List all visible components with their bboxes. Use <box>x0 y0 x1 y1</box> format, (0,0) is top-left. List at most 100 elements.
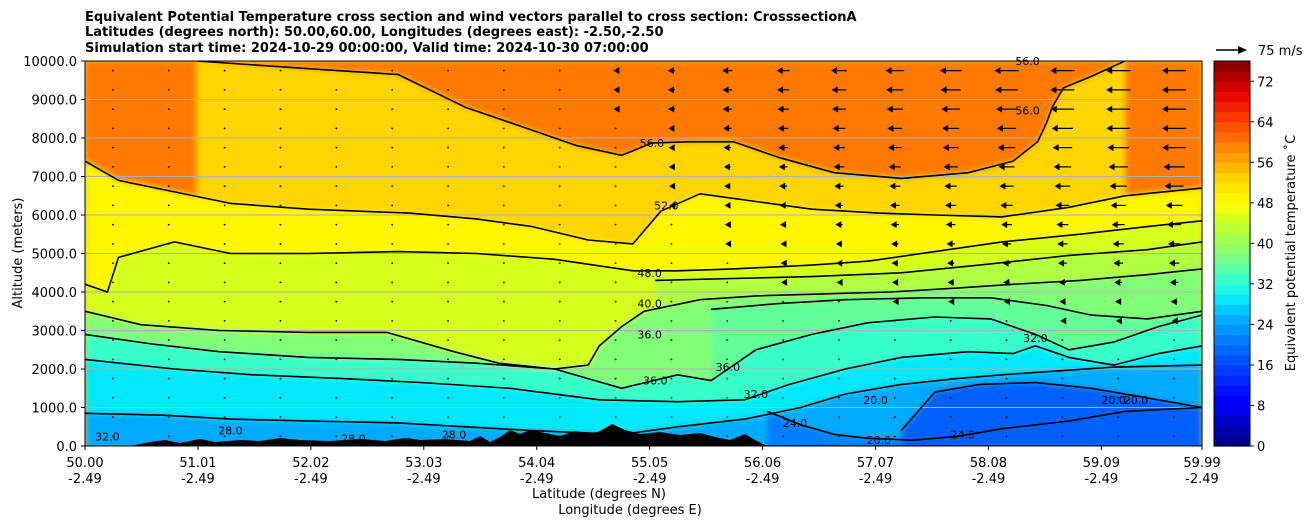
contour-label: 56.0 <box>640 137 665 150</box>
wind-arrow <box>667 67 676 75</box>
contour-label: 32.0 <box>95 430 120 443</box>
wind-arrow <box>945 221 956 229</box>
chart-title-line-2: Latitudes (degrees north): 50.00,60.00, … <box>85 25 664 40</box>
wind-arrow <box>391 242 394 245</box>
wind-arrow <box>1168 240 1181 248</box>
wind-arrow <box>223 435 226 438</box>
wind-arrow <box>223 396 226 399</box>
wind-arrow <box>1162 105 1187 113</box>
wind-arrow <box>835 240 843 248</box>
wind-arrow <box>223 108 226 111</box>
wind-arrow <box>1111 221 1125 229</box>
wind-arrow <box>885 67 905 75</box>
wind-arrow <box>836 278 843 286</box>
wind-arrow <box>670 223 673 226</box>
wind-arrow <box>1005 339 1008 342</box>
wind-arrow <box>949 358 952 361</box>
wind-arrow <box>670 262 673 265</box>
wind-arrow <box>279 339 282 342</box>
wind-arrow <box>335 416 338 419</box>
wind-arrow <box>558 165 561 168</box>
wind-arrow <box>1114 278 1123 286</box>
wind-arrow <box>668 105 675 113</box>
wind-arrow <box>614 185 617 188</box>
wind-arrow <box>782 416 785 419</box>
wind-arrow <box>447 435 449 438</box>
wind-arrow <box>726 358 729 361</box>
wind-arrow <box>1173 416 1175 419</box>
wind-arrow <box>335 377 338 380</box>
colorbar-band <box>1214 162 1250 174</box>
wind-arrow <box>939 67 962 75</box>
wind-arrow <box>1117 416 1120 419</box>
wind-arrow <box>782 377 785 380</box>
wind-arrow <box>447 377 449 380</box>
contour-label: 20.0 <box>863 394 888 407</box>
wind-arrow <box>782 319 785 322</box>
wind-arrow <box>949 435 952 438</box>
wind-arrow <box>1173 339 1175 342</box>
colorbar-band <box>1214 111 1250 123</box>
wind-arrow <box>941 105 960 113</box>
wind-arrow <box>112 281 114 284</box>
wind-arrow <box>502 435 505 438</box>
contour-label: 28.0 <box>341 432 366 445</box>
colorbar-band <box>1214 71 1250 82</box>
wind-arrow <box>1001 240 1012 248</box>
wind-arrow <box>614 435 617 438</box>
wind-arrow <box>995 86 1018 94</box>
contour-line <box>85 220 1202 293</box>
wind-arrow <box>726 281 729 284</box>
contour-label: 36.0 <box>716 361 741 374</box>
wind-arrow <box>167 69 170 72</box>
contour-label: 32.0 <box>744 388 769 401</box>
colorbar-tick-label: 16 <box>1257 359 1274 374</box>
contour-label: 20.0 <box>867 434 892 447</box>
wind-arrow <box>112 127 114 130</box>
wind-arrow <box>614 262 617 265</box>
wind-arrow <box>1173 377 1175 380</box>
contour-line <box>85 160 1202 245</box>
wind-arrow <box>670 319 673 322</box>
wind-arrow <box>502 146 505 149</box>
y-tick-label: 3000.0 <box>32 325 78 340</box>
contour-label: 52.0 <box>654 199 679 212</box>
wind-arrow <box>223 146 226 149</box>
wind-arrow <box>614 165 617 168</box>
wind-arrow <box>889 182 901 190</box>
contour-line <box>655 241 1202 282</box>
wind-arrow <box>949 416 952 419</box>
grid <box>85 99 1202 408</box>
wind-arrow <box>167 319 170 322</box>
wind-arrow <box>447 281 449 284</box>
wind-arrow <box>1163 163 1185 171</box>
wind-arrow <box>112 396 114 399</box>
wind-arrow <box>1173 435 1175 438</box>
y-axis-label: Altitude (meters) <box>11 198 26 309</box>
wind-arrow <box>670 416 673 419</box>
plot-area: 56.056.056.052.048.040.036.036.036.032.0… <box>84 55 1203 447</box>
wind-arrow <box>667 86 675 94</box>
wind-arrow <box>835 221 843 229</box>
wind-arrow <box>893 396 896 399</box>
x-tick-label-longitude: -2.49 <box>633 472 667 487</box>
x-tick-label-latitude: 51.01 <box>179 456 216 471</box>
y-tick-label: 1000.0 <box>32 402 78 417</box>
colorbar-band <box>1214 294 1250 305</box>
wind-arrow <box>223 88 226 91</box>
wind-arrow <box>223 69 226 72</box>
contour-label: 28.0 <box>442 428 467 441</box>
wind-arrow <box>994 67 1019 75</box>
y-tick-label: 2000.0 <box>32 363 78 378</box>
wind-arrow <box>391 377 394 380</box>
colorbar-band <box>1214 81 1250 92</box>
wind-arrow <box>892 298 899 306</box>
wind-arrow <box>223 165 226 168</box>
wind-arrow <box>893 416 896 419</box>
wind-arrow <box>167 242 170 245</box>
wind-arrow <box>834 182 844 190</box>
wind-arrow <box>782 339 785 342</box>
wind-arrow <box>1106 124 1131 132</box>
wind-arrow <box>1117 358 1120 361</box>
wind-arrow <box>447 300 449 303</box>
